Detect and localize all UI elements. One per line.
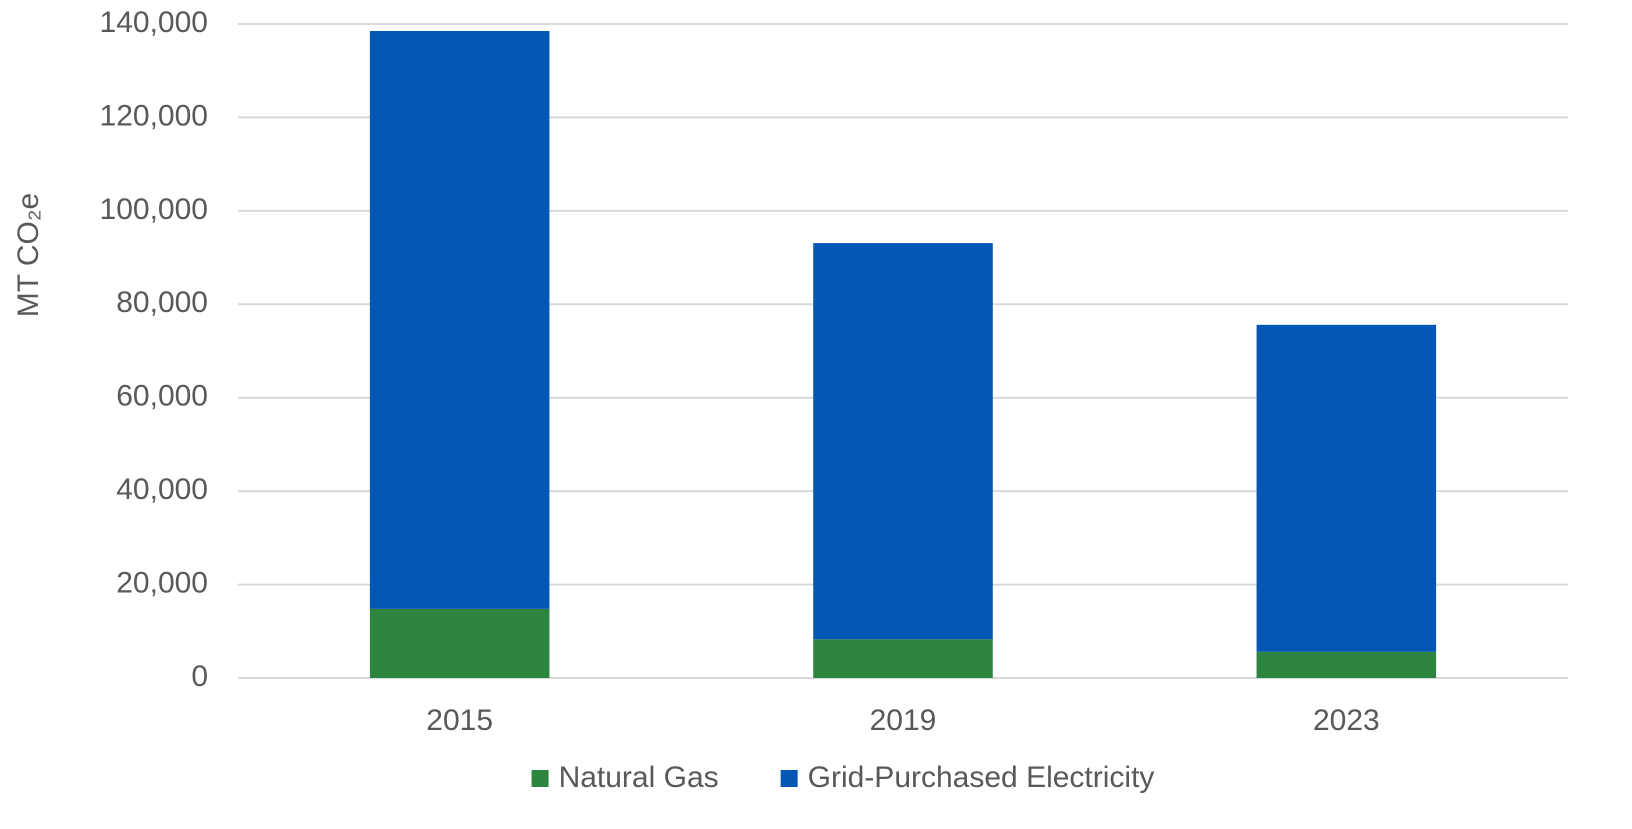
x-tick-label: 2015	[426, 704, 493, 737]
x-tick-label: 2023	[1313, 704, 1380, 737]
y-tick-label: 80,000	[116, 286, 208, 319]
legend-label: Grid-Purchased Electricity	[808, 761, 1155, 794]
bar-segment	[1256, 324, 1437, 652]
y-tick-label: 100,000	[100, 193, 208, 226]
bar-segment	[369, 31, 550, 609]
y-tick-label: 0	[191, 660, 208, 693]
y-tick-label: 120,000	[100, 99, 208, 132]
y-tick-label: 140,000	[100, 6, 208, 39]
y-tick-label: 40,000	[116, 473, 208, 506]
legend-label: Natural Gas	[559, 761, 719, 794]
legend-swatch	[531, 770, 549, 787]
y-tick-label: 60,000	[116, 380, 208, 413]
bar-segment	[1256, 651, 1437, 678]
y-tick-label: 20,000	[116, 566, 208, 599]
x-tick-label: 2019	[870, 704, 937, 737]
bar-segment	[369, 608, 550, 678]
bar-segment	[813, 639, 993, 678]
y-axis-label: MT CO₂e	[12, 193, 45, 317]
bar-segment	[813, 243, 993, 640]
legend-swatch	[780, 770, 798, 787]
